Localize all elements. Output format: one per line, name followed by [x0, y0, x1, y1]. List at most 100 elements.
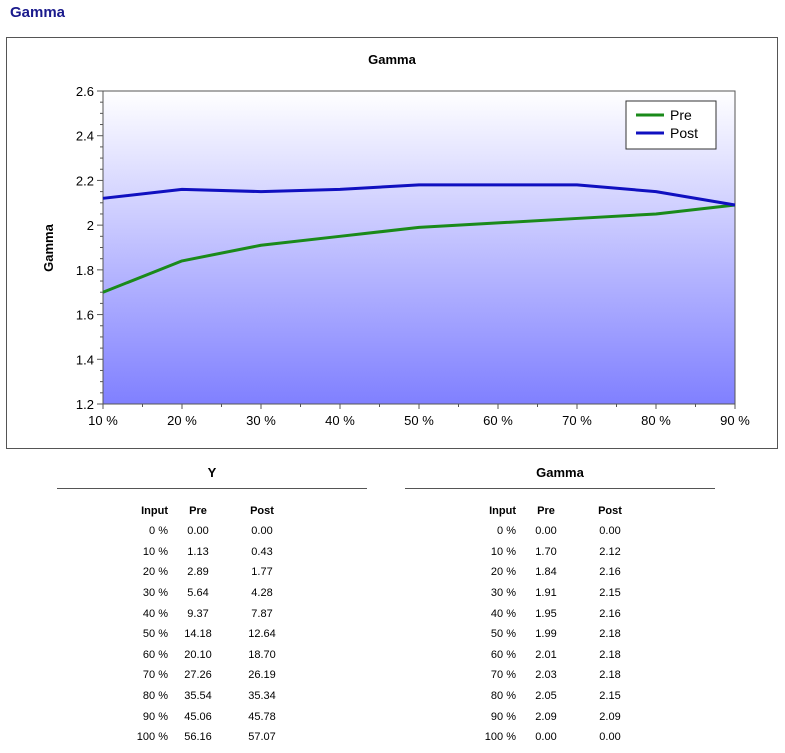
table-cell: 35.54 — [184, 690, 212, 703]
table-cell: 1.95 — [535, 607, 557, 620]
table-cell: 2.15 — [599, 587, 621, 600]
table-cell: 2.09 — [535, 710, 557, 723]
y-tick-label: 1.2 — [76, 397, 94, 412]
page-title: Gamma — [10, 4, 66, 21]
table-row: 40 % 1.95 2.16 — [456, 603, 644, 624]
table-cell: 2.16 — [599, 566, 621, 579]
table-cell: 56.16 — [184, 731, 212, 744]
table-cell: 90 % — [142, 710, 168, 723]
x-tick-label: 60 % — [483, 413, 513, 428]
column-header: Post — [598, 504, 622, 517]
table-cell: 0.00 — [187, 525, 209, 538]
y-tick-label: 2.2 — [76, 173, 94, 188]
column-header: Post — [250, 504, 274, 517]
series-lines — [102, 183, 736, 294]
table-row: 20 % 2.89 1.77 — [108, 562, 296, 583]
table-cell: 14.18 — [184, 628, 212, 641]
table-cell: 70 % — [490, 669, 516, 682]
legend-box — [625, 100, 717, 150]
table-cell: 1.91 — [535, 587, 557, 600]
table-cell: 35.34 — [248, 690, 276, 703]
table-cell: 57.07 — [248, 731, 276, 744]
y-table-title: Y — [207, 465, 217, 480]
table-row: 50 % 1.99 2.18 — [456, 624, 644, 645]
table-cell: 45.06 — [184, 710, 212, 723]
x-tick-label: 30 % — [246, 413, 276, 428]
table-cell: 90 % — [490, 710, 516, 723]
table-cell: 2.18 — [599, 648, 621, 661]
x-tick-label: 70 % — [562, 413, 592, 428]
series-line-post — [102, 183, 736, 207]
y-tick-label: 1.4 — [76, 352, 94, 367]
table-cell: 80 % — [490, 690, 516, 703]
legend: Pre Post — [625, 100, 717, 150]
table-row: 70 % 2.03 2.18 — [456, 665, 644, 686]
table-row: 80 % 35.54 35.34 — [108, 686, 296, 707]
table-cell: 2.89 — [187, 566, 209, 579]
table-cell: 20.10 — [184, 648, 212, 661]
series-line-pre — [102, 203, 736, 294]
legend-label-post: Post — [670, 125, 698, 141]
table-row: 60 % 2.01 2.18 — [456, 645, 644, 666]
table-cell: 50 % — [490, 628, 516, 641]
gamma-chart: Gamma Gamma 1.2 1.4 1.6 1.8 2 2.2 2.4 2.6 10 % 2… — [6, 37, 778, 449]
table-row: 30 % 1.91 2.15 — [456, 583, 644, 604]
legend-label-pre: Pre — [670, 107, 692, 123]
table-cell: 2.18 — [599, 628, 621, 641]
table-cell: 20 % — [490, 566, 516, 579]
column-header: Input — [141, 504, 168, 517]
table-header-row: Input Pre Post — [456, 500, 644, 521]
table-cell: 0 % — [497, 525, 516, 538]
table-cell: 40 % — [490, 607, 516, 620]
table-cell: 7.87 — [251, 607, 273, 620]
table-cell: 4.28 — [251, 587, 273, 600]
column-header: Pre — [189, 504, 207, 517]
table-cell: 5.64 — [187, 587, 209, 600]
table-cell: 70 % — [142, 669, 168, 682]
table-cell: 2.01 — [535, 648, 557, 661]
table-cell: 0.00 — [535, 731, 557, 744]
y-axis-label: Gamma — [41, 223, 56, 271]
table-row: 100 % 0.00 0.00 — [456, 727, 644, 748]
x-tick-label: 90 % — [720, 413, 750, 428]
table-row: 80 % 2.05 2.15 — [456, 686, 644, 707]
column-header: Pre — [537, 504, 555, 517]
table-cell: 10 % — [142, 545, 168, 558]
table-cell: 0.00 — [599, 731, 621, 744]
table-cell: 100 % — [136, 731, 168, 744]
table-cell: 1.70 — [535, 545, 557, 558]
table-row: 50 % 14.18 12.64 — [108, 624, 296, 645]
table-row: 0 % 0.00 0.00 — [456, 521, 644, 542]
x-tick-label: 20 % — [167, 413, 197, 428]
table-cell: 80 % — [142, 690, 168, 703]
gamma-table-rule — [405, 488, 715, 489]
y-tick-label: 2.4 — [76, 129, 94, 144]
chart-title: Gamma — [368, 52, 416, 67]
column-header: Input — [489, 504, 516, 517]
y-axis: 1.2 1.4 1.6 1.8 2 2.2 2.4 2.6 — [76, 84, 103, 412]
table-row: 70 % 27.26 26.19 — [108, 665, 296, 686]
table-header-row: Input Pre Post — [108, 500, 296, 521]
table-row: 60 % 20.10 18.70 — [108, 645, 296, 666]
table-cell: 2.12 — [599, 545, 621, 558]
table-cell: 2.09 — [599, 710, 621, 723]
gamma-table: Input Pre Post 0 % 0.00 0.00 10 % 1.70 2.12 20 % 1… — [456, 500, 644, 748]
table-cell: 100 % — [484, 731, 516, 744]
table-cell: 1.13 — [187, 545, 209, 558]
y-table: Input Pre Post 0 % 0.00 0.00 10 % 1.13 0.43 20 % 2… — [108, 500, 296, 748]
table-cell: 2.16 — [599, 607, 621, 620]
table-row: 100 % 56.16 57.07 — [108, 727, 296, 748]
table-cell: 12.64 — [248, 628, 276, 641]
y-tick-label: 2 — [87, 218, 94, 233]
x-tick-label: 80 % — [641, 413, 671, 428]
table-row: 20 % 1.84 2.16 — [456, 562, 644, 583]
table-cell: 2.05 — [535, 690, 557, 703]
gamma-table-title: Gamma — [536, 465, 584, 480]
y-tick-label: 1.8 — [76, 263, 94, 278]
y-table-rule — [57, 488, 367, 489]
table-cell: 20 % — [142, 566, 168, 579]
table-cell: 0.00 — [599, 525, 621, 538]
table-cell: 40 % — [142, 607, 168, 620]
table-cell: 50 % — [142, 628, 168, 641]
table-cell: 0.00 — [251, 525, 273, 538]
